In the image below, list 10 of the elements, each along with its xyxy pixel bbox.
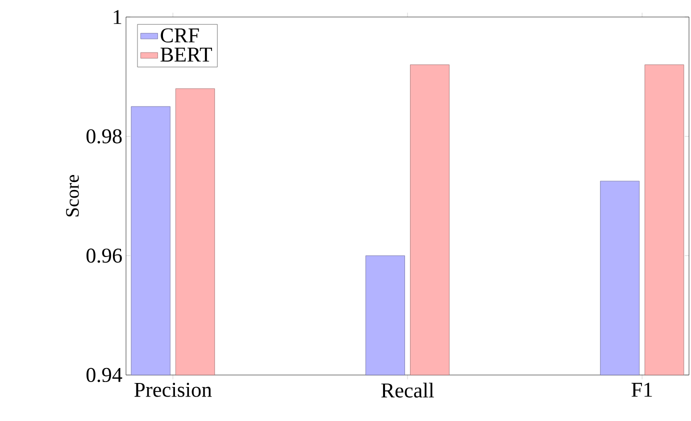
y-tick-label: 0.96 (86, 248, 122, 263)
y-tick-label: 0.94 (86, 368, 122, 382)
legend-label: CRF (160, 28, 199, 42)
y-tick-label: 0.98 (86, 129, 122, 144)
y-tick-label: 1 (114, 10, 122, 24)
x-tick-label: Recall (381, 382, 434, 398)
legend-label: BERT (160, 48, 212, 62)
x-tick-label: Precision (134, 382, 212, 397)
x-tick-label: F1 (632, 382, 652, 397)
y-axis-title: Score (66, 175, 79, 216)
